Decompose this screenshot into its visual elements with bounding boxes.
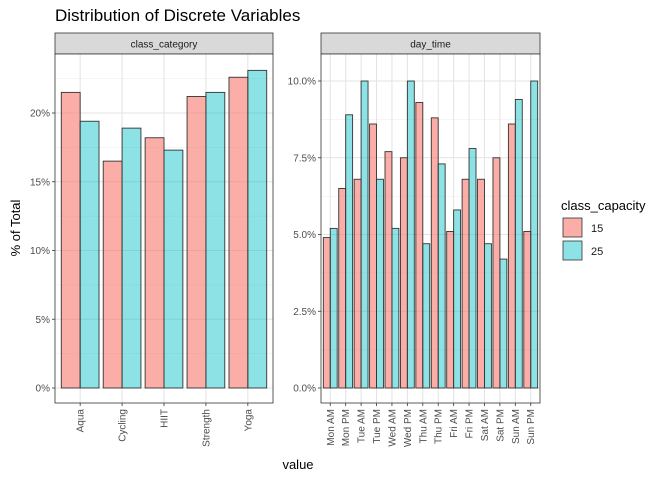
legend-title: class_capacity	[561, 198, 646, 213]
x-tick-label-sun-pm: Sun PM	[526, 409, 537, 445]
bar-fri-am-25	[453, 209, 462, 389]
panel-class-category: class_category 0% 5% 10% 15% 20% Aqua Cycling…	[30, 32, 274, 447]
bar-cycling-15	[102, 160, 123, 389]
x-axis-day-time: Mon AM Mon PM Tue AM Tue PM Wed AM Wed PM Thu …	[326, 403, 537, 447]
bar-tue-am-15	[353, 178, 362, 389]
bar-sun-pm-25	[530, 80, 539, 389]
legend-label-15: 15	[591, 223, 603, 235]
x-tick-label-sat-am: Sat AM	[480, 409, 491, 441]
x-tick-label-sat-pm: Sat PM	[495, 409, 506, 442]
bar-hiit-25	[163, 149, 184, 389]
x-tick-label-yoga: Yoga	[243, 409, 254, 432]
chart-title: Distribution of Discrete Variables	[55, 6, 300, 25]
bar-wed-am-15	[384, 151, 393, 389]
legend-label-25: 25	[591, 246, 603, 258]
x-axis-class-category: Aqua Cycling HIIT Strength Yoga	[76, 403, 254, 447]
x-tick-label-mon-am: Mon AM	[326, 409, 337, 446]
x-tick-label-fri-am: Fri AM	[449, 409, 460, 438]
bar-tue-am-25	[360, 80, 369, 389]
y-tick-label: 20%	[30, 109, 50, 120]
bar-yoga-15	[228, 76, 249, 389]
bar-wed-pm-15	[399, 157, 408, 389]
x-tick-label-sun-am: Sun AM	[511, 409, 522, 444]
x-axis-title: value	[282, 457, 313, 472]
x-tick-label-thu-am: Thu AM	[418, 409, 429, 443]
panel-border-day-time	[320, 53, 541, 404]
bar-cycling-25	[121, 127, 142, 389]
x-tick-label-tue-pm: Tue PM	[372, 409, 383, 444]
legend: class_capacity 15 25	[561, 198, 646, 261]
bar-sat-pm-15	[492, 157, 501, 389]
legend-key-25	[562, 240, 583, 261]
x-tick-label-fri-pm: Fri PM	[465, 409, 476, 438]
x-tick-label-mon-pm: Mon PM	[341, 409, 352, 446]
y-tick-label: 5.0%	[293, 230, 316, 241]
bar-fri-am-15	[446, 230, 455, 389]
x-tick-label-strength: Strength	[201, 409, 212, 447]
bar-sat-am-15	[477, 178, 485, 389]
bar-sat-pm-25	[499, 258, 508, 389]
x-tick-label-thu-pm: Thu PM	[434, 409, 445, 444]
panel-day-time: day_time 0.0%2.5%5.0%7.5%10.0% Mon AM Mon…	[288, 32, 541, 447]
bar-thu-pm-15	[430, 117, 439, 389]
x-tick-label-wed-pm: Wed PM	[403, 409, 414, 447]
bar-sun-am-25	[514, 98, 523, 389]
bar-fri-pm-15	[461, 178, 470, 389]
y-tick-label: 0.0%	[293, 384, 316, 395]
bar-thu-am-25	[422, 243, 431, 389]
y-tick-label: 7.5%	[293, 153, 316, 164]
y-tick-label: 10.0%	[288, 77, 316, 88]
bar-hiit-15	[144, 137, 165, 389]
bar-wed-am-25	[391, 227, 400, 389]
bar-sun-am-15	[507, 123, 516, 389]
bar-mon-pm-15	[338, 188, 347, 389]
bar-mon-pm-25	[345, 114, 354, 389]
strip-label-day-time: day_time	[410, 40, 451, 51]
y-tick-label: 2.5%	[293, 307, 316, 318]
bar-tue-pm-15	[369, 123, 377, 389]
bar-mon-am-15	[322, 237, 331, 389]
y-tick-label: 10%	[30, 246, 50, 257]
bar-fri-pm-25	[468, 148, 477, 389]
bar-tue-pm-25	[376, 178, 384, 389]
y-axis-class-category: 0% 5% 10% 15% 20%	[30, 109, 55, 395]
bars-class-category	[60, 69, 268, 389]
y-axis-day-time: 0.0% 2.5% 5.0% 7.5% 10.0%	[288, 77, 321, 395]
strip-label-class-category: class_category	[131, 40, 198, 51]
x-tick-label-cycling: Cycling	[118, 409, 129, 442]
x-tick-label-aqua: Aqua	[76, 409, 87, 433]
x-tick-label-wed-am: Wed AM	[387, 409, 398, 447]
x-tick-label-tue-am: Tue AM	[357, 409, 368, 443]
bar-strength-15	[186, 96, 207, 389]
bar-sun-pm-15	[523, 230, 532, 389]
y-tick-label: 15%	[30, 177, 50, 188]
legend-key-15	[562, 217, 583, 238]
bar-mon-am-25	[329, 227, 338, 389]
y-axis-title: % of Total	[8, 199, 23, 256]
bars-day-time	[322, 80, 539, 389]
bar-wed-pm-25	[406, 80, 415, 389]
bar-thu-am-15	[415, 102, 424, 389]
y-tick-label: 5%	[36, 315, 51, 326]
x-tick-label-hiit: HIIT	[160, 409, 171, 428]
bar-aqua-25	[79, 120, 100, 389]
bar-aqua-15	[60, 91, 81, 389]
bar-yoga-25	[247, 69, 268, 389]
y-tick-label: 0%	[36, 384, 51, 395]
bar-strength-25	[205, 91, 226, 389]
bar-sat-am-25	[484, 243, 492, 389]
bar-thu-pm-25	[437, 163, 446, 389]
